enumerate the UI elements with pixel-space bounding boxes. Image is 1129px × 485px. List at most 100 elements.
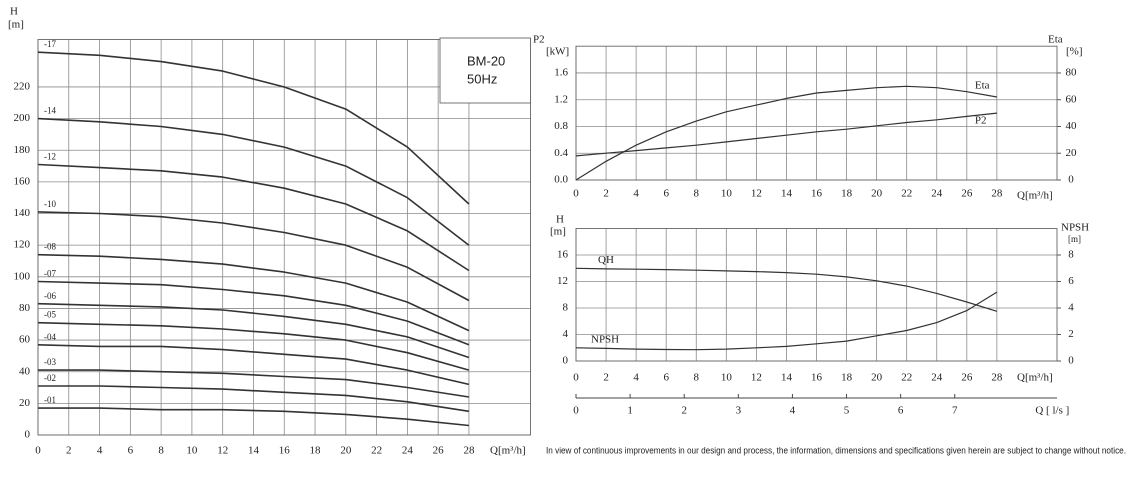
model-annotation: BM-20 bbox=[467, 53, 505, 68]
y-tick-label: 180 bbox=[14, 144, 31, 156]
y2-axis-label: Eta bbox=[1048, 34, 1063, 46]
series-label: -05 bbox=[44, 310, 56, 320]
x-tick-label: 6 bbox=[663, 372, 669, 384]
x-tick-label: 18 bbox=[841, 188, 853, 200]
x-tick-label: 14 bbox=[781, 372, 793, 384]
x-tick-label: 16 bbox=[279, 445, 291, 457]
y2-tick-label: 4 bbox=[1068, 302, 1074, 314]
y-tick-label: 16 bbox=[557, 249, 569, 261]
x-tick-label: 10 bbox=[186, 445, 198, 457]
y-axis-unit: [kW] bbox=[546, 46, 569, 58]
y-tick-label: 0.0 bbox=[554, 174, 568, 186]
series-label: -12 bbox=[44, 152, 56, 162]
x-tick-label: 20 bbox=[340, 445, 352, 457]
curve bbox=[575, 267, 998, 312]
y2-tick-label: 0 bbox=[1068, 355, 1074, 367]
series-label: -07 bbox=[44, 269, 56, 279]
y-tick-label: 200 bbox=[14, 112, 31, 124]
curve bbox=[575, 291, 998, 351]
series-label: P2 bbox=[975, 115, 987, 127]
series-label: -01 bbox=[44, 395, 56, 405]
y2-tick-label: 8 bbox=[1068, 249, 1074, 261]
series-label: -03 bbox=[44, 357, 56, 367]
x-tick-label: 22 bbox=[371, 445, 382, 457]
x2-tick-label: 1 bbox=[627, 405, 633, 417]
curve bbox=[38, 407, 469, 427]
y-tick-label: 1.2 bbox=[554, 93, 568, 105]
x2-tick-label: 3 bbox=[736, 405, 742, 417]
curve bbox=[37, 211, 470, 302]
x-tick-label: 18 bbox=[310, 445, 322, 457]
y-tick-label: 0.4 bbox=[554, 147, 568, 159]
y-tick-label: 0 bbox=[563, 355, 569, 367]
series-label: -17 bbox=[44, 39, 56, 49]
x2-tick-label: 4 bbox=[790, 405, 796, 417]
y-tick-label: 160 bbox=[14, 175, 31, 187]
x-tick-label: 26 bbox=[433, 445, 445, 457]
footnote: In view of continuous improvements in ou… bbox=[546, 445, 1126, 455]
x-tick-label: 16 bbox=[811, 188, 823, 200]
x-tick-label: 0 bbox=[573, 372, 579, 384]
y-tick-label: 0.8 bbox=[554, 120, 568, 132]
plot-frame bbox=[575, 228, 1058, 362]
x-tick-label: 24 bbox=[931, 372, 943, 384]
x-tick-label: 0 bbox=[573, 188, 579, 200]
x-tick-label: 14 bbox=[248, 445, 260, 457]
x-tick-label: 2 bbox=[603, 188, 609, 200]
y-tick-label: 80 bbox=[19, 302, 31, 314]
model-box bbox=[439, 37, 531, 104]
x2-tick-label: 0 bbox=[573, 405, 579, 417]
x-tick-label: 20 bbox=[871, 372, 883, 384]
x-tick-label: 6 bbox=[128, 445, 134, 457]
model-annotation: 50Hz bbox=[467, 71, 497, 86]
y-tick-label: 140 bbox=[14, 207, 31, 219]
curve bbox=[37, 280, 470, 346]
x-tick-label: 28 bbox=[463, 445, 475, 457]
y-tick-label: 20 bbox=[19, 397, 31, 409]
x-tick-label: 18 bbox=[841, 372, 853, 384]
x-tick-label: 8 bbox=[694, 188, 700, 200]
y-axis-label: P2 bbox=[533, 34, 545, 46]
x-tick-label: 12 bbox=[751, 188, 762, 200]
y2-tick-label: 60 bbox=[1066, 93, 1078, 105]
curve bbox=[575, 112, 997, 157]
y-tick-label: 100 bbox=[14, 270, 31, 282]
y2-tick-label: 6 bbox=[1068, 275, 1074, 287]
y-axis-unit: [m] bbox=[550, 226, 566, 238]
curve bbox=[37, 302, 470, 359]
series-label: -06 bbox=[44, 291, 56, 301]
series-label: -10 bbox=[44, 199, 56, 209]
x-tick-label: 14 bbox=[781, 188, 793, 200]
y2-tick-label: 80 bbox=[1066, 66, 1078, 78]
x2-tick-label: 6 bbox=[898, 405, 904, 417]
x-tick-label: 10 bbox=[721, 372, 733, 384]
x-tick-label: 24 bbox=[931, 188, 943, 200]
y-axis-label: H bbox=[556, 214, 564, 226]
y-tick-label: 1.6 bbox=[554, 66, 568, 78]
x-tick-label: 26 bbox=[961, 372, 973, 384]
curve bbox=[37, 117, 470, 246]
plot-frame bbox=[37, 39, 531, 436]
curve bbox=[37, 51, 470, 205]
x-tick-label: 24 bbox=[402, 445, 414, 457]
series-label: Eta bbox=[975, 80, 990, 92]
y-axis-label: H bbox=[10, 6, 18, 18]
y-tick-label: 220 bbox=[14, 80, 31, 92]
x-axis-label: Q[m³/h] bbox=[1017, 190, 1053, 202]
y-tick-label: 120 bbox=[14, 239, 31, 251]
y2-axis-label: NPSH bbox=[1061, 222, 1089, 234]
y2-axis-unit: [%] bbox=[1066, 46, 1083, 58]
x-axis-label: Q[m³/h] bbox=[490, 445, 526, 457]
x-tick-label: 22 bbox=[901, 372, 912, 384]
curve bbox=[38, 385, 470, 413]
x-tick-label: 28 bbox=[991, 372, 1003, 384]
x-tick-label: 10 bbox=[721, 188, 733, 200]
y2-tick-label: 2 bbox=[1068, 328, 1074, 340]
series-label: -02 bbox=[44, 373, 56, 383]
x-tick-label: 2 bbox=[66, 445, 72, 457]
x-tick-label: 4 bbox=[633, 188, 639, 200]
x2-tick-label: 5 bbox=[844, 405, 850, 417]
x-tick-label: 12 bbox=[217, 445, 228, 457]
